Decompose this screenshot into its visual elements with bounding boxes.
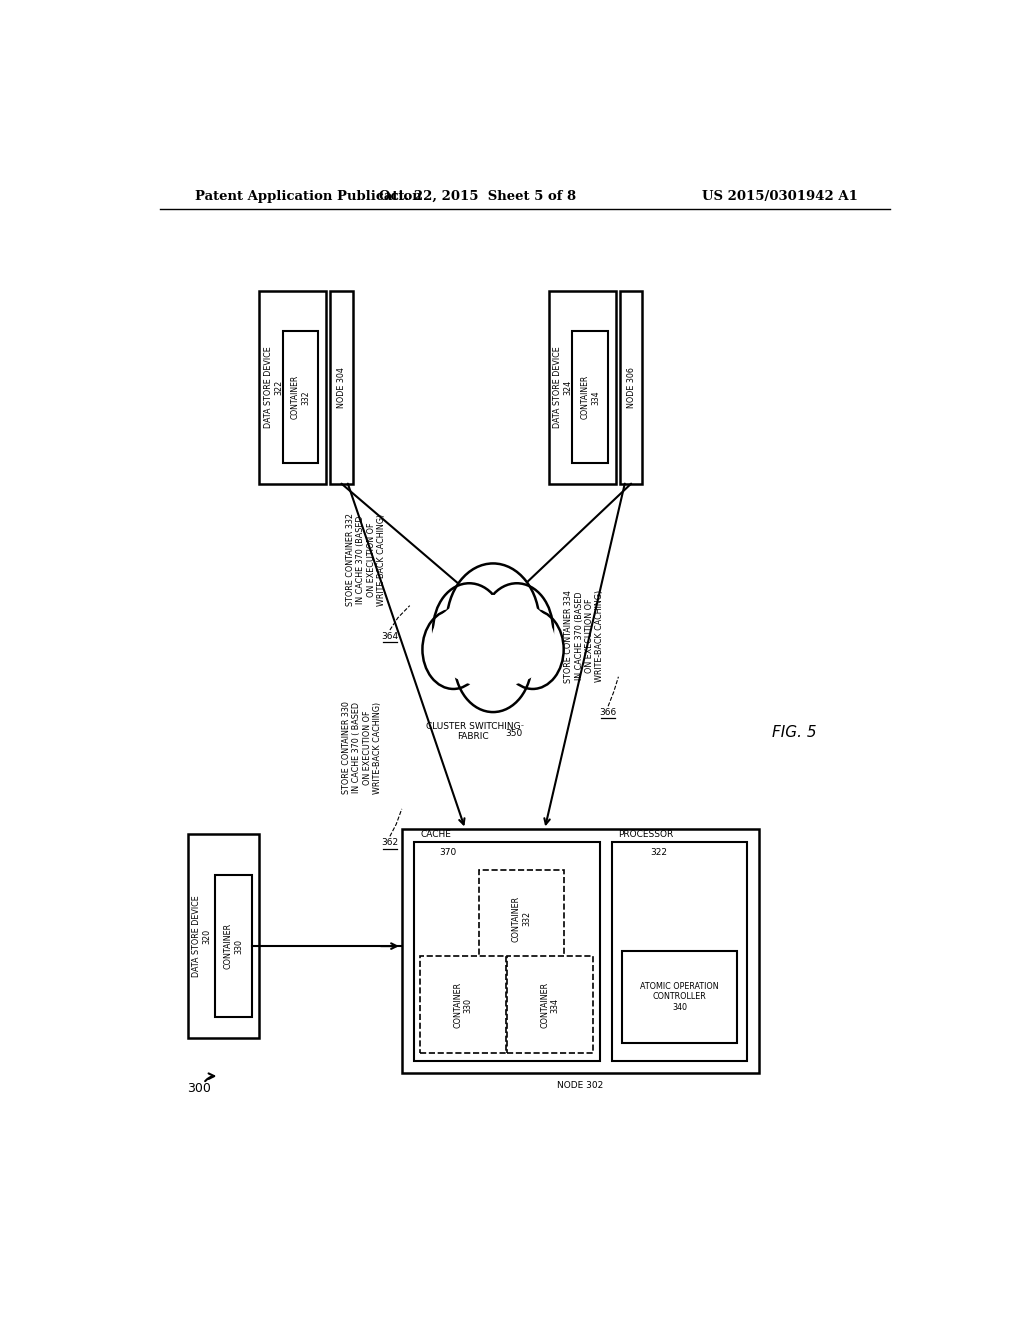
Text: CLUSTER SWITCHING
FABRIC: CLUSTER SWITCHING FABRIC — [426, 722, 520, 742]
Text: STORE CONTAINER 330
IN CACHE 370 ( BASED
ON EXECUTION OF
WRITE-BACK CACHING): STORE CONTAINER 330 IN CACHE 370 ( BASED… — [342, 701, 382, 795]
Bar — [215, 875, 252, 1018]
Text: 322: 322 — [650, 847, 668, 857]
Text: US 2015/0301942 A1: US 2015/0301942 A1 — [702, 190, 858, 202]
Text: CACHE: CACHE — [420, 830, 451, 840]
Text: 366: 366 — [599, 708, 616, 717]
Text: Oct. 22, 2015  Sheet 5 of 8: Oct. 22, 2015 Sheet 5 of 8 — [379, 190, 575, 202]
Text: DATA STORE DEVICE
320: DATA STORE DEVICE 320 — [193, 895, 212, 977]
Text: PROCESSOR: PROCESSOR — [618, 830, 674, 840]
Bar — [259, 290, 327, 483]
Text: FIG. 5: FIG. 5 — [772, 725, 817, 741]
Text: ATOMIC OPERATION
CONTROLLER
340: ATOMIC OPERATION CONTROLLER 340 — [640, 982, 719, 1012]
Text: 362: 362 — [381, 838, 398, 847]
Bar — [549, 290, 616, 483]
Text: Patent Application Publication: Patent Application Publication — [196, 190, 422, 202]
Text: 370: 370 — [439, 847, 457, 857]
Text: STORE CONTAINER 332
IN CACHE 370 (BASED
ON EXECUTION OF
WRITE-BACK CACHING): STORE CONTAINER 332 IN CACHE 370 (BASED … — [346, 513, 386, 606]
Text: NODE 302: NODE 302 — [557, 1081, 603, 1090]
Text: CONTAINER
330: CONTAINER 330 — [224, 923, 244, 969]
Bar — [620, 290, 642, 483]
Circle shape — [502, 610, 563, 689]
Ellipse shape — [431, 595, 555, 688]
Bar — [331, 290, 352, 483]
Text: DATA STORE DEVICE
324: DATA STORE DEVICE 324 — [553, 346, 572, 428]
Text: CONTAINER
330: CONTAINER 330 — [454, 982, 473, 1028]
Text: CONTAINER
332: CONTAINER 332 — [512, 895, 531, 941]
Bar — [612, 842, 748, 1061]
Bar — [479, 870, 564, 966]
Text: NODE 306: NODE 306 — [627, 367, 636, 408]
Text: CONTAINER
332: CONTAINER 332 — [291, 375, 310, 420]
Bar — [622, 952, 737, 1043]
Circle shape — [423, 610, 484, 689]
Text: 300: 300 — [187, 1082, 211, 1094]
Text: DATA STORE DEVICE
322: DATA STORE DEVICE 322 — [263, 346, 283, 428]
Text: 350: 350 — [505, 729, 522, 738]
Circle shape — [433, 583, 506, 676]
Text: STORE CONTAINER 334
IN CACHE 370 (BASED
ON EXECUTION OF
WRITE-BACK CACHING): STORE CONTAINER 334 IN CACHE 370 (BASED … — [564, 590, 604, 682]
Bar — [187, 834, 259, 1038]
Text: NODE 304: NODE 304 — [337, 367, 346, 408]
Circle shape — [480, 583, 553, 676]
Bar — [420, 956, 506, 1053]
Circle shape — [455, 612, 531, 711]
Bar — [507, 956, 593, 1053]
Text: CONTAINER
334: CONTAINER 334 — [541, 982, 560, 1028]
Text: CONTAINER
334: CONTAINER 334 — [581, 375, 600, 420]
Bar — [401, 829, 759, 1073]
Bar — [283, 331, 318, 463]
Bar — [414, 842, 600, 1061]
Bar — [572, 331, 608, 463]
Circle shape — [446, 564, 540, 682]
Text: 364: 364 — [381, 631, 398, 640]
